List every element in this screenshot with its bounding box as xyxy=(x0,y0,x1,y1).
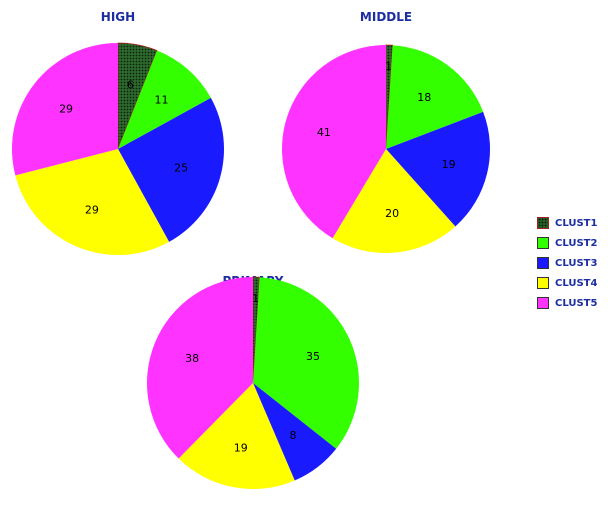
slice-label-high-clust3: 25 xyxy=(174,161,188,174)
slice-middle-clust2 xyxy=(386,45,484,150)
legend-item-clust1: CLUST1 xyxy=(537,213,607,233)
pies-group: HIGH611252929MIDDLE118192041PRIMARY13581… xyxy=(11,10,491,489)
slice-label-middle-clust4: 20 xyxy=(385,207,399,220)
legend-swatch-clust5 xyxy=(537,297,549,309)
legend-item-clust4: CLUST4 xyxy=(537,273,607,293)
slice-middle-clust3 xyxy=(386,111,491,227)
slice-label-high-clust2: 11 xyxy=(154,94,168,107)
legend-swatch-clust2 xyxy=(537,237,549,249)
slice-label-middle-clust2: 18 xyxy=(417,91,431,104)
legend-label-clust3: CLUST3 xyxy=(555,257,598,269)
legend-swatch-clust4 xyxy=(537,277,549,289)
pie-title-high: HIGH xyxy=(101,10,135,24)
slice-primary-clust2 xyxy=(253,277,359,449)
slice-middle-clust4 xyxy=(332,149,456,253)
slice-label-middle-clust5: 41 xyxy=(317,126,331,139)
legend-label-clust4: CLUST4 xyxy=(555,277,598,289)
slice-high-clust3 xyxy=(118,97,224,242)
slice-label-middle-clust1: 1 xyxy=(385,60,392,73)
slice-middle-clust1 xyxy=(385,44,394,150)
slice-label-primary-clust1: 1 xyxy=(252,292,259,305)
slice-label-primary-clust5: 38 xyxy=(185,352,199,365)
slice-primary-clust1 xyxy=(252,276,261,384)
slice-label-high-clust1: 6 xyxy=(127,78,134,91)
legend-item-clust5: CLUST5 xyxy=(537,293,607,313)
slice-high-clust4 xyxy=(15,149,170,255)
slice-label-high-clust5: 29 xyxy=(59,103,73,116)
slice-primary-clust4 xyxy=(178,383,295,489)
pie-title-middle: MIDDLE xyxy=(360,10,412,24)
slice-label-primary-clust3: 8 xyxy=(289,429,296,442)
slice-high-clust5 xyxy=(11,43,118,176)
slice-high-clust2 xyxy=(118,50,211,149)
slice-label-middle-clust3: 19 xyxy=(442,158,456,171)
legend-swatch-clust1 xyxy=(537,217,549,229)
slice-primary-clust5 xyxy=(146,277,253,459)
legend-label-clust5: CLUST5 xyxy=(555,297,598,309)
slice-middle-clust5 xyxy=(282,45,386,239)
slice-label-high-clust4: 29 xyxy=(85,203,99,216)
legend-item-clust3: CLUST3 xyxy=(537,253,607,273)
legend-label-clust2: CLUST2 xyxy=(555,237,598,249)
slice-label-primary-clust2: 35 xyxy=(306,350,320,363)
legend-swatch-clust3 xyxy=(537,257,549,269)
legend-label-clust1: CLUST1 xyxy=(555,217,598,229)
legend: CLUST1 CLUST2 CLUST3 CLUST4 CLUST5 xyxy=(537,213,607,313)
legend-item-clust2: CLUST2 xyxy=(537,233,607,253)
slice-primary-clust3 xyxy=(253,383,337,481)
slice-label-primary-clust4: 19 xyxy=(234,442,248,455)
slice-high-clust1 xyxy=(117,42,158,150)
